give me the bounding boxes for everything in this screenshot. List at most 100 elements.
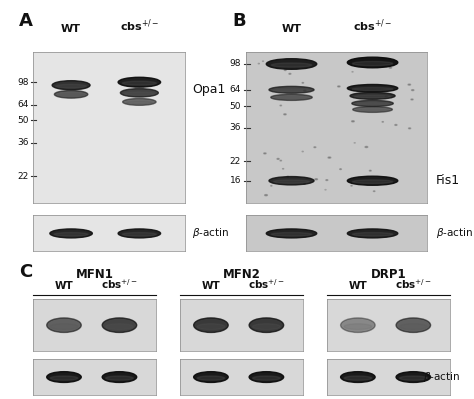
Ellipse shape	[271, 233, 312, 236]
Ellipse shape	[374, 191, 375, 192]
Text: A: A	[19, 12, 33, 30]
Ellipse shape	[266, 229, 317, 238]
Ellipse shape	[106, 324, 133, 330]
Ellipse shape	[102, 318, 137, 332]
Ellipse shape	[396, 372, 430, 382]
Ellipse shape	[122, 233, 156, 236]
Ellipse shape	[50, 229, 92, 238]
Ellipse shape	[47, 318, 81, 332]
Ellipse shape	[194, 372, 228, 382]
Ellipse shape	[249, 372, 283, 382]
Text: WT: WT	[61, 24, 81, 34]
Text: cbs$^{+/-}$: cbs$^{+/-}$	[119, 17, 159, 34]
Text: WT: WT	[348, 281, 367, 291]
Ellipse shape	[396, 318, 430, 332]
Text: cbs$^{+/-}$: cbs$^{+/-}$	[101, 278, 138, 291]
Ellipse shape	[389, 67, 392, 68]
Ellipse shape	[352, 61, 393, 66]
Ellipse shape	[50, 376, 78, 380]
Ellipse shape	[249, 318, 283, 332]
Ellipse shape	[287, 176, 289, 177]
Ellipse shape	[269, 86, 314, 93]
Ellipse shape	[341, 372, 375, 382]
Ellipse shape	[353, 107, 392, 113]
Ellipse shape	[344, 324, 372, 330]
Ellipse shape	[120, 89, 158, 97]
Ellipse shape	[409, 128, 410, 129]
Ellipse shape	[400, 376, 427, 380]
Ellipse shape	[353, 90, 355, 91]
Ellipse shape	[347, 229, 398, 238]
Ellipse shape	[253, 376, 280, 380]
Text: cbs$^{+/-}$: cbs$^{+/-}$	[395, 278, 432, 291]
Ellipse shape	[273, 180, 310, 183]
Ellipse shape	[352, 233, 393, 236]
Text: WT: WT	[55, 281, 73, 291]
Ellipse shape	[126, 101, 153, 104]
Text: $\beta$-actin: $\beta$-actin	[423, 370, 460, 384]
Ellipse shape	[47, 372, 81, 382]
Text: Opa1: Opa1	[192, 83, 226, 96]
Ellipse shape	[54, 233, 88, 236]
Ellipse shape	[271, 63, 312, 67]
Ellipse shape	[118, 77, 161, 87]
Ellipse shape	[385, 96, 388, 97]
Ellipse shape	[347, 85, 398, 92]
Ellipse shape	[269, 177, 314, 185]
Text: MFN1: MFN1	[76, 268, 114, 281]
Ellipse shape	[302, 151, 303, 152]
Ellipse shape	[400, 324, 427, 330]
Ellipse shape	[264, 153, 266, 154]
Text: $\beta$-actin: $\beta$-actin	[192, 226, 229, 241]
Ellipse shape	[118, 229, 161, 238]
Ellipse shape	[369, 170, 371, 171]
Ellipse shape	[266, 59, 317, 69]
Ellipse shape	[357, 109, 388, 111]
Ellipse shape	[124, 92, 155, 95]
Ellipse shape	[197, 376, 225, 380]
Ellipse shape	[280, 105, 282, 106]
Text: MFN2: MFN2	[223, 268, 261, 281]
Ellipse shape	[52, 81, 90, 90]
Ellipse shape	[352, 101, 393, 107]
Ellipse shape	[102, 372, 137, 382]
Ellipse shape	[275, 97, 308, 99]
Ellipse shape	[106, 376, 133, 380]
Ellipse shape	[340, 169, 341, 170]
Ellipse shape	[315, 179, 318, 180]
Ellipse shape	[280, 160, 282, 161]
Text: 16: 16	[229, 176, 241, 185]
Ellipse shape	[350, 93, 395, 99]
Ellipse shape	[347, 57, 398, 68]
Ellipse shape	[352, 87, 393, 91]
Text: WT: WT	[282, 24, 301, 34]
Ellipse shape	[194, 318, 228, 332]
Text: 36: 36	[17, 138, 28, 147]
Ellipse shape	[408, 84, 410, 85]
Ellipse shape	[344, 376, 372, 380]
Ellipse shape	[197, 324, 225, 330]
Ellipse shape	[328, 157, 331, 158]
Text: 50: 50	[229, 102, 241, 111]
Ellipse shape	[123, 99, 156, 105]
Ellipse shape	[284, 114, 286, 115]
Ellipse shape	[56, 84, 86, 88]
Text: 22: 22	[18, 172, 28, 181]
Ellipse shape	[271, 94, 312, 101]
Ellipse shape	[122, 81, 156, 85]
Ellipse shape	[352, 121, 354, 122]
Text: cbs$^{+/-}$: cbs$^{+/-}$	[353, 17, 392, 34]
Ellipse shape	[284, 70, 286, 71]
Ellipse shape	[273, 89, 310, 92]
Ellipse shape	[253, 324, 280, 330]
Ellipse shape	[50, 324, 78, 330]
Text: WT: WT	[201, 281, 220, 291]
Ellipse shape	[411, 99, 413, 100]
Ellipse shape	[337, 86, 340, 87]
Ellipse shape	[277, 158, 279, 159]
Text: 98: 98	[17, 78, 28, 87]
Ellipse shape	[264, 195, 267, 196]
Ellipse shape	[304, 90, 306, 91]
Text: 64: 64	[17, 101, 28, 109]
Ellipse shape	[347, 176, 398, 185]
